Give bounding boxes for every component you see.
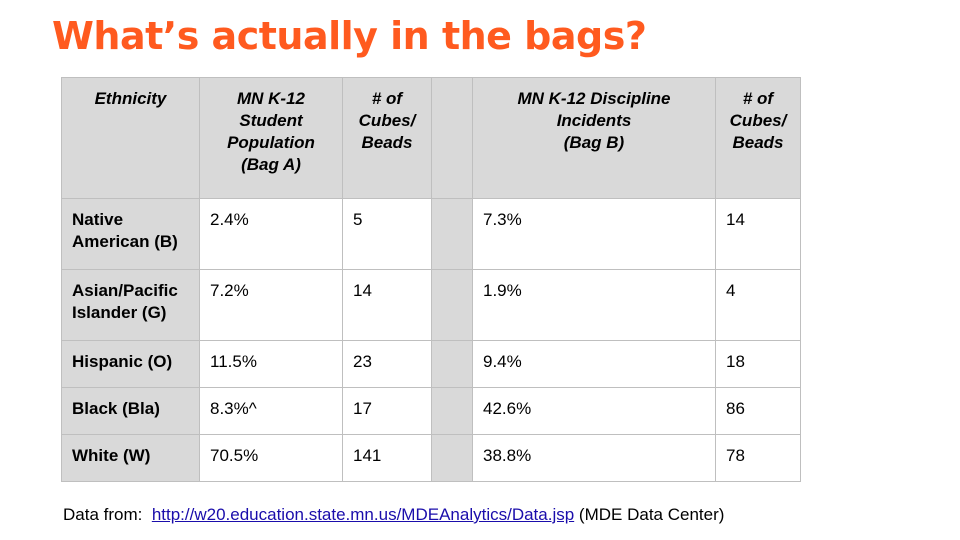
header-cubes-a: # of Cubes/ Beads — [342, 77, 432, 199]
table-row: Hispanic (O) 11.5% 23 9.4% 18 — [61, 340, 801, 388]
row-ethnicity: Asian/Pacific Islander (G) — [61, 269, 200, 341]
cell-discipline-pct: 9.4% — [472, 340, 716, 388]
cell-cubes-a: 23 — [342, 340, 432, 388]
header-row: Ethnicity MN K-12 Student Population (Ba… — [61, 77, 801, 199]
row-ethnicity: Native American (B) — [61, 198, 200, 270]
cell-population-pct: 11.5% — [199, 340, 343, 388]
table-row: Black (Bla) 8.3%^ 17 42.6% 86 — [61, 387, 801, 435]
cell-cubes-b: 14 — [715, 198, 801, 270]
cell-discipline-pct: 38.8% — [472, 434, 716, 482]
table-row: White (W) 70.5% 141 38.8% 78 — [61, 434, 801, 482]
cell-population-pct: 70.5% — [199, 434, 343, 482]
row-ethnicity: White (W) — [61, 434, 200, 482]
source-footer: Data from: http://w20.education.state.mn… — [63, 505, 724, 525]
cell-discipline-pct: 1.9% — [472, 269, 716, 341]
cell-cubes-b: 18 — [715, 340, 801, 388]
header-gap — [431, 77, 473, 199]
header-discipline-incidents: MN K-12 Discipline Incidents (Bag B) — [472, 77, 716, 199]
cell-cubes-a: 141 — [342, 434, 432, 482]
row-ethnicity: Black (Bla) — [61, 387, 200, 435]
cell-cubes-b: 86 — [715, 387, 801, 435]
cell-gap — [431, 269, 473, 341]
cell-gap — [431, 434, 473, 482]
header-ethnicity: Ethnicity — [61, 77, 200, 199]
footer-prefix: Data from: — [63, 505, 143, 524]
cell-population-pct: 2.4% — [199, 198, 343, 270]
cell-gap — [431, 340, 473, 388]
cell-cubes-b: 78 — [715, 434, 801, 482]
table-row: Native American (B) 2.4% 5 7.3% 14 — [61, 198, 801, 270]
cell-population-pct: 8.3%^ — [199, 387, 343, 435]
table-row: Asian/Pacific Islander (G) 7.2% 14 1.9% … — [61, 269, 801, 341]
row-ethnicity: Hispanic (O) — [61, 340, 200, 388]
header-student-population: MN K-12 Student Population (Bag A) — [199, 77, 343, 199]
header-cubes-b: # of Cubes/ Beads — [715, 77, 801, 199]
cell-gap — [431, 387, 473, 435]
data-table: Ethnicity MN K-12 Student Population (Ba… — [61, 77, 801, 482]
cell-population-pct: 7.2% — [199, 269, 343, 341]
cell-discipline-pct: 42.6% — [472, 387, 716, 435]
cell-cubes-a: 5 — [342, 198, 432, 270]
cell-gap — [431, 198, 473, 270]
slide-title: What’s actually in the bags? — [52, 14, 647, 58]
source-link[interactable]: http://w20.education.state.mn.us/MDEAnal… — [151, 505, 575, 524]
cell-cubes-a: 14 — [342, 269, 432, 341]
footer-suffix: (MDE Data Center) — [578, 505, 725, 524]
cell-discipline-pct: 7.3% — [472, 198, 716, 270]
cell-cubes-a: 17 — [342, 387, 432, 435]
cell-cubes-b: 4 — [715, 269, 801, 341]
